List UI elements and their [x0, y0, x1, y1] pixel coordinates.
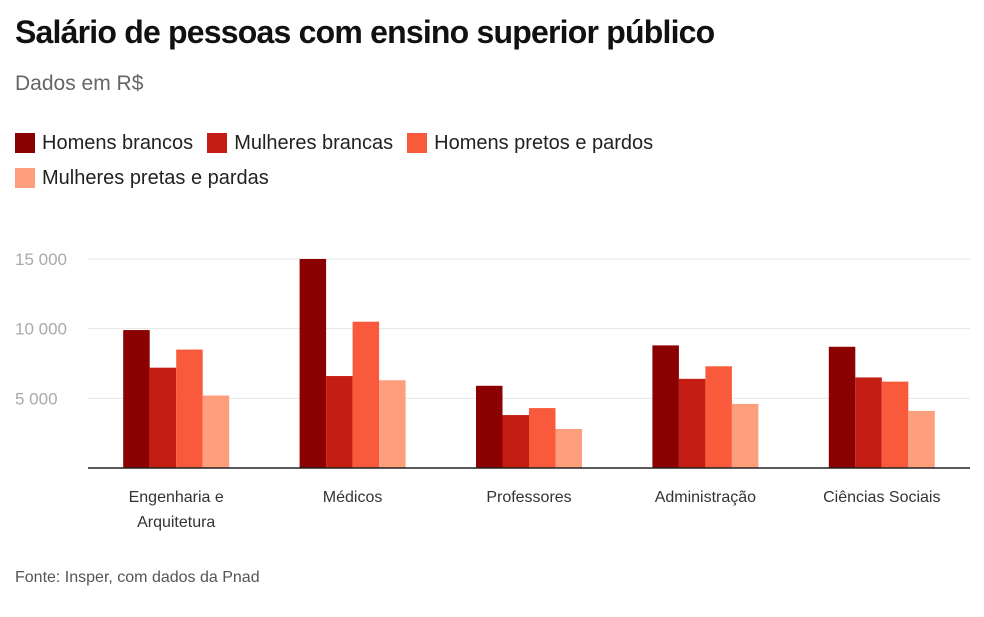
- bar: [123, 330, 150, 468]
- chart-title: Salário de pessoas com ensino superior p…: [15, 14, 715, 50]
- legend-label: Mulheres brancas: [234, 131, 394, 154]
- legend-item: Homens brancos: [15, 131, 193, 155]
- legend-label: Homens pretos e pardos: [434, 131, 654, 154]
- y-tick-label: 15 000: [15, 250, 67, 269]
- x-category-label: Professores: [486, 489, 571, 506]
- bar: [476, 385, 503, 468]
- chart-subtitle: Dados em R$: [15, 72, 144, 95]
- bar: [908, 410, 935, 468]
- legend-label: Homens brancos: [42, 131, 194, 154]
- bar: [555, 428, 582, 468]
- x-category-label: Arquitetura: [137, 514, 215, 531]
- bar: [705, 366, 732, 468]
- bar: [149, 367, 177, 468]
- x-category-label: Médicos: [323, 489, 383, 506]
- bar: [176, 349, 203, 468]
- bar: [299, 259, 327, 468]
- bar: [881, 381, 909, 468]
- legend-item: Homens pretos e pardos: [407, 131, 653, 155]
- y-tick-label: 5 000: [15, 389, 58, 408]
- bar: [678, 378, 706, 468]
- source-note: Fonte: Insper, com dados da Pnad: [15, 569, 260, 586]
- bar: [202, 395, 230, 468]
- bar: [529, 408, 556, 468]
- bar: [352, 321, 380, 468]
- legend-swatch: [15, 168, 35, 188]
- legend-item: Mulheres pretas e pardas: [15, 166, 269, 190]
- bar: [502, 415, 529, 468]
- bar: [326, 376, 353, 468]
- bar: [652, 345, 679, 468]
- legend-swatch: [207, 133, 228, 153]
- legend-swatch: [407, 133, 428, 153]
- bar: [731, 403, 759, 468]
- y-tick-label: 10 000: [15, 320, 67, 339]
- bar: [379, 380, 406, 468]
- x-category-label: Ciências Sociais: [823, 489, 940, 506]
- legend-item: Mulheres brancas: [207, 131, 393, 155]
- legend-label: Mulheres pretas e pardas: [42, 166, 269, 189]
- bar: [855, 377, 882, 468]
- legend-swatch: [15, 133, 35, 153]
- x-category-label: Administração: [655, 489, 756, 506]
- bar: [828, 346, 856, 468]
- chart-legend: Homens brancos Mulheres brancas Homens pre…: [15, 131, 735, 190]
- x-category-label: Engenharia e: [129, 489, 224, 506]
